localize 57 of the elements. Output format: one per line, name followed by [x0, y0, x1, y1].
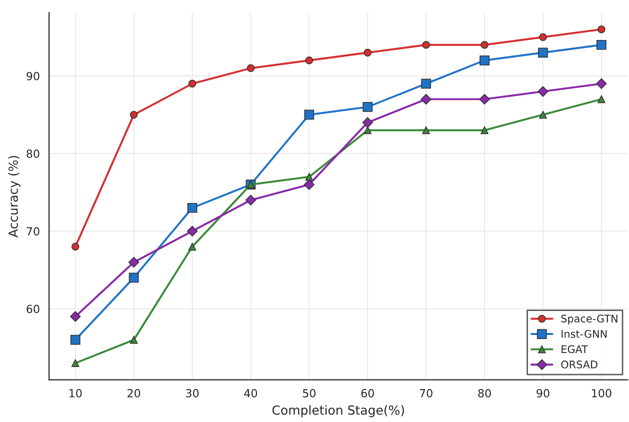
- point: [421, 78, 432, 89]
- point: [422, 126, 430, 134]
- point: [71, 359, 80, 368]
- point: [304, 179, 315, 190]
- point: [539, 110, 547, 119]
- x-tick-label: 30: [186, 389, 199, 398]
- point: [188, 242, 196, 251]
- point: [70, 334, 80, 345]
- point: [598, 95, 606, 104]
- point: [479, 94, 490, 105]
- point: [480, 126, 488, 134]
- point: [420, 94, 432, 105]
- point: [596, 40, 606, 50]
- legend-label: EGAT: [562, 345, 588, 354]
- point: [128, 256, 140, 268]
- y-tick-label: 80: [26, 150, 40, 158]
- x-tick-label: 90: [536, 389, 550, 398]
- point: [364, 48, 372, 57]
- y-tick-label: 70: [26, 227, 40, 236]
- point: [245, 194, 256, 206]
- point: [362, 102, 373, 112]
- y-tick-label: 60: [26, 304, 40, 314]
- y-tick-label: 90: [26, 72, 40, 80]
- point: [364, 126, 372, 134]
- point: [305, 56, 314, 64]
- point: [186, 226, 198, 236]
- x-tick-label: 100: [592, 389, 612, 398]
- y-axis-title: Accuracy (%): [8, 156, 20, 238]
- point: [422, 40, 430, 49]
- point: [130, 110, 138, 119]
- point: [596, 78, 607, 90]
- point: [70, 311, 81, 322]
- point: [188, 80, 196, 88]
- x-tick-label: 60: [361, 389, 374, 398]
- point: [187, 202, 198, 213]
- x-tick-label: 80: [478, 389, 491, 398]
- x-tick-label: 20: [128, 389, 140, 398]
- legend-label: ORSAD: [561, 360, 598, 368]
- point: [362, 117, 373, 128]
- point: [304, 110, 314, 120]
- point: [598, 25, 606, 34]
- x-tick-label: 70: [420, 389, 432, 398]
- x-tick-label: 40: [244, 389, 258, 398]
- x-tick-label: 50: [302, 389, 316, 398]
- point: [128, 272, 139, 283]
- point: [71, 242, 80, 251]
- x-axis-title: Completion Stage(%): [272, 405, 404, 418]
- legend-label: Inst-GNN: [562, 330, 607, 338]
- point: [480, 40, 488, 49]
- point: [538, 48, 548, 58]
- point: [539, 33, 547, 41]
- x-tick-label: 10: [70, 389, 82, 398]
- point: [130, 336, 138, 344]
- point: [480, 55, 490, 66]
- legend-label: Space-GTN: [561, 314, 618, 325]
- point: [246, 64, 255, 72]
- point: [538, 86, 548, 97]
